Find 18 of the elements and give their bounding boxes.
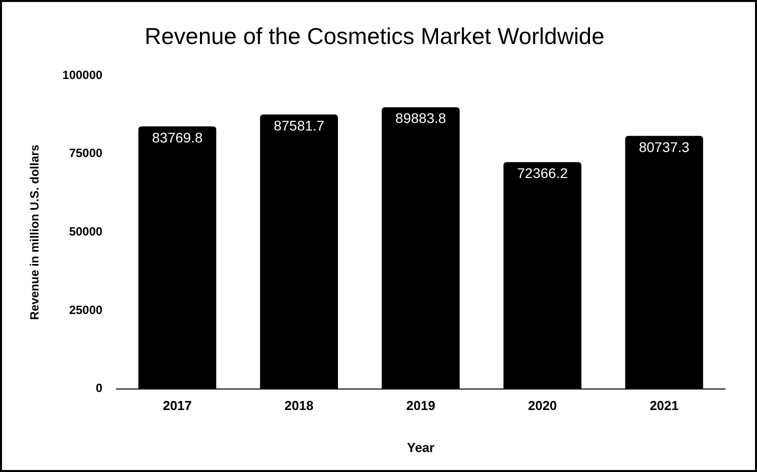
data-label: 87581.7 [274, 117, 325, 134]
y-tick-label: 100000 [62, 68, 103, 82]
y-tick-label: 25000 [69, 302, 103, 317]
y-tick-label: 50000 [69, 224, 103, 239]
x-tick-label: 2020 [528, 398, 557, 414]
data-label: 72366.2 [517, 165, 568, 182]
y-tick-label: 0 [96, 381, 103, 396]
data-label: 89883.8 [395, 110, 446, 126]
x-tick-label: 2018 [284, 398, 314, 414]
y-axis-title: Revenue in million U.S. dollars [28, 144, 42, 320]
x-tick-label: 2017 [162, 398, 192, 414]
chart-title: Revenue of the Cosmetics Market Worldwide [144, 23, 604, 50]
x-axis-title: Year [406, 440, 434, 455]
data-label: 80737.3 [638, 138, 690, 155]
x-tick-label: 2019 [406, 398, 436, 414]
y-tick-label: 75000 [69, 146, 103, 160]
data-label: 83769.8 [152, 129, 203, 146]
x-tick-label: 2021 [650, 398, 679, 414]
